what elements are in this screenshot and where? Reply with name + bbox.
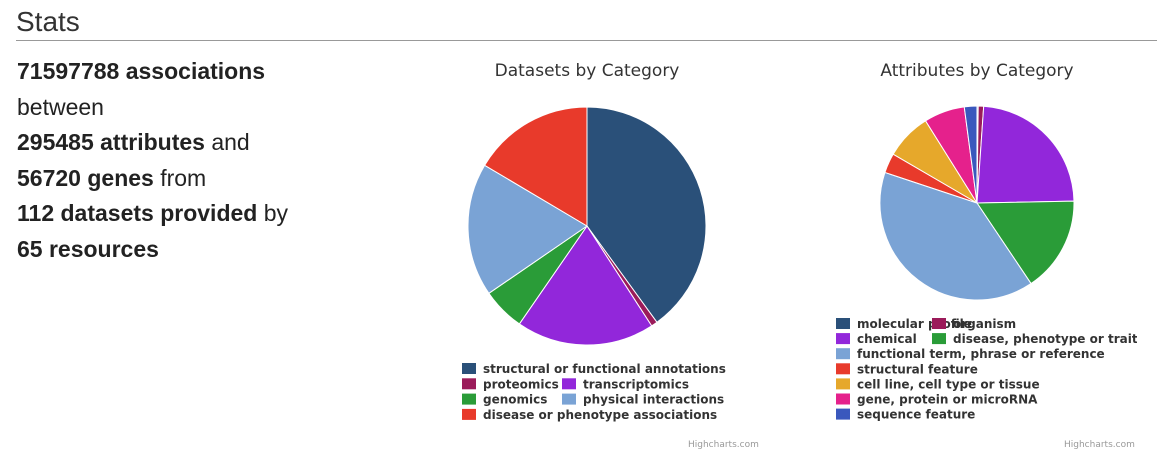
legend-label: organism — [953, 317, 1016, 331]
attributes-by-category-svg: Attributes by Category molecular profileo… — [836, 61, 1137, 450]
legend-label: functional term, phrase or reference — [857, 347, 1105, 361]
page-title: Stats — [16, 6, 80, 37]
legend-swatch — [562, 393, 576, 405]
attributes-count: 295485 attributes — [17, 129, 205, 156]
legend-label: proteomics — [483, 377, 559, 391]
legend-swatch — [836, 348, 850, 360]
pie-slice-physical-interactions[interactable] — [467, 164, 588, 294]
legend-item-chemical[interactable]: chemical — [836, 332, 917, 346]
legend-label: cell line, cell type or tissue — [857, 377, 1040, 391]
datasets-by-category-chart: Datasets by Category structural or functi… — [440, 52, 760, 457]
pie-slice-sequence-feature[interactable] — [963, 105, 978, 204]
datasets-by-category-svg: Datasets by Category structural or functi… — [462, 61, 759, 450]
attributes-by-category-chart: Attributes by Category molecular profile o… — [817, 52, 1137, 457]
legend-swatch — [836, 318, 850, 329]
legend-item-gene-protein-or-microrna[interactable]: gene, protein or microRNA — [836, 393, 1038, 407]
from-text: from — [153, 164, 207, 191]
chart-title: Attributes by Category — [880, 61, 1073, 81]
legend-item-transcriptomics[interactable]: transcriptomics — [562, 377, 689, 391]
stats-line-datasets: 112 datasets provided by — [17, 196, 288, 232]
legend-label: sequence feature — [857, 408, 975, 422]
legend-label: gene, protein or microRNA — [857, 393, 1038, 407]
stats-line-attributes: 295485 attributes and — [17, 125, 288, 161]
associations-count: 71597788 associations — [17, 58, 266, 84]
pie-slice-structural-or-functional-annotations[interactable] — [586, 106, 707, 323]
highcharts-credit-link[interactable]: Highcharts.com — [1064, 440, 1135, 450]
legend-label: physical interactions — [583, 393, 724, 407]
and-text: and — [204, 129, 250, 156]
legend-swatch — [836, 363, 850, 375]
legend-swatch — [836, 378, 850, 390]
stats-line-genes: 56720 genes from — [17, 161, 288, 197]
by-text: by — [257, 200, 289, 227]
legend-label: genomics — [483, 393, 547, 407]
legend-label: structural or functional annotations — [483, 362, 726, 376]
legend-label: disease or phenotype associations — [483, 408, 717, 422]
legend-swatch — [462, 393, 476, 405]
stats-summary: 71597788 associations between 295485 att… — [17, 54, 288, 268]
legend-swatch — [462, 378, 476, 390]
pie-slice-transcriptomics[interactable] — [518, 225, 653, 346]
datasets-count: 112 datasets provided — [17, 200, 258, 227]
legend-swatch — [836, 333, 850, 345]
legend-item-structural-feature[interactable]: structural feature — [836, 362, 978, 376]
legend-swatch — [462, 363, 476, 374]
stats-line-associations: 71597788 associations — [17, 54, 288, 90]
legend-item-physical-interactions[interactable]: physical interactions — [562, 393, 724, 407]
legend-item-cell-line-cell-type-or-tissue[interactable]: cell line, cell type or tissue — [836, 377, 1040, 391]
resources-count: 65 resources — [17, 235, 159, 262]
pie-slice-functional-term-phrase-or-reference[interactable] — [879, 171, 1032, 301]
legend-item-sequence-feature[interactable]: sequence feature — [836, 408, 975, 422]
title-divider — [16, 40, 1157, 41]
pie-slice-disease-or-phenotype-associations[interactable] — [484, 106, 588, 227]
legend-item-organism[interactable]: organism — [932, 317, 1016, 331]
chart-title: Datasets by Category — [495, 61, 680, 81]
legend-item-functional-term-phrase-or-reference[interactable]: functional term, phrase or reference — [836, 347, 1105, 361]
legend-item-proteomics[interactable]: proteomics — [462, 377, 559, 391]
between-text: between — [17, 93, 104, 120]
legend-swatch — [932, 333, 946, 345]
legend-swatch — [932, 318, 946, 329]
stats-line-resources: 65 resources — [17, 232, 288, 268]
pie-slice-chemical[interactable] — [976, 105, 1075, 204]
genes-count: 56720 genes — [17, 164, 154, 191]
legend-swatch — [836, 393, 850, 405]
legend-swatch — [562, 378, 576, 390]
legend-label: transcriptomics — [583, 377, 689, 391]
legend-label: structural feature — [857, 362, 978, 376]
legend-item-genomics[interactable]: genomics — [462, 393, 547, 407]
highcharts-credit-link[interactable]: Highcharts.com — [688, 440, 759, 450]
pie-slice-disease-phenotype-or-trait[interactable] — [976, 200, 1075, 285]
legend-item-structural-or-functional-annotations[interactable]: structural or functional annotations — [462, 362, 726, 376]
legend-item-disease-or-phenotype-associations[interactable]: disease or phenotype associations — [462, 408, 717, 422]
legend-label: chemical — [857, 332, 917, 346]
stats-line-between: between — [17, 90, 288, 126]
legend-item-disease-phenotype-or-trait[interactable]: disease, phenotype or trait — [932, 332, 1137, 346]
legend-swatch — [836, 408, 850, 420]
legend-swatch — [462, 408, 476, 420]
legend-item-molecular-profile[interactable]: molecular profile — [836, 317, 972, 331]
legend-label: disease, phenotype or trait — [953, 332, 1137, 346]
